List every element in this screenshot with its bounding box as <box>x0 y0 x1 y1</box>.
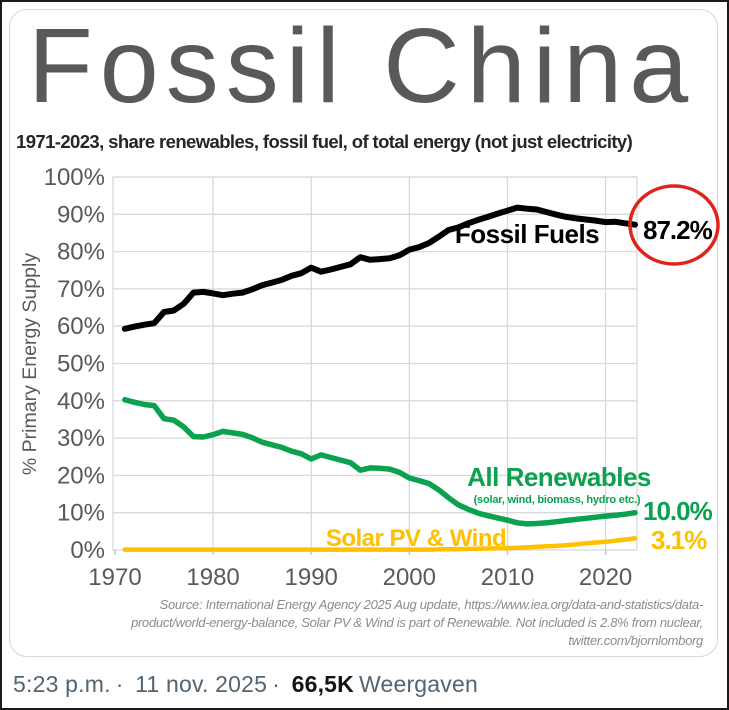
y-tick-label: 40% <box>57 388 105 415</box>
series-label: Solar PV & Wind <box>326 525 506 552</box>
y-tick-label: 70% <box>57 276 105 303</box>
all-renewables-line <box>122 396 638 527</box>
views-count: 66,5K <box>291 671 354 697</box>
x-tick-label: 1990 <box>285 564 338 591</box>
fossil-fuels-line <box>121 204 638 332</box>
y-tick-label: 0% <box>70 537 105 564</box>
x-tick-label: 1970 <box>88 564 141 591</box>
tweet-timestamp: 5:23 p.m. <box>13 671 111 697</box>
y-axis-title: % Primary Energy Supply <box>19 253 41 475</box>
end-value-label: 3.1% <box>651 525 707 555</box>
tweet-date: 11 nov. 2025 <box>135 671 268 697</box>
y-tick-label: 50% <box>57 351 105 378</box>
solar-pv-wind-line <box>122 536 638 552</box>
x-tick-label: 1980 <box>186 564 239 591</box>
series-label: Fossil Fuels <box>455 219 599 249</box>
highlight-circle <box>628 184 720 266</box>
tweet-meta-row: 5:23 p.m. · 11 nov. 2025 · 66,5K Weergaven <box>13 671 483 698</box>
source-line-3: twitter.com/bjornlomborg <box>568 633 703 648</box>
y-tick-label: 10% <box>57 500 105 527</box>
views-label: Weergaven <box>358 671 478 697</box>
x-tick-label: 2000 <box>383 564 436 591</box>
y-tick-label: 20% <box>57 462 105 489</box>
series-sublabel: (solar, wind, biomass, hydro etc.) <box>474 494 641 506</box>
x-tick-label: 2020 <box>579 564 632 591</box>
meta-separator: · <box>272 671 280 697</box>
meta-separator: · <box>115 671 124 697</box>
y-tick-label: 30% <box>57 425 105 452</box>
y-tick-label: 80% <box>57 239 105 266</box>
source-line-2: product/world-energy-balance, Solar PV &… <box>131 615 703 630</box>
chart-title: Fossil China <box>28 7 696 125</box>
end-value-label: 10.0% <box>643 496 713 526</box>
source-note: Source: International Energy Agency 2025… <box>131 596 703 650</box>
y-tick-label: 90% <box>57 201 105 228</box>
series-label: All Renewables <box>467 462 651 492</box>
chart-subtitle: 1971-2023, share renewables, fossil fuel… <box>16 131 633 152</box>
y-tick-label: 60% <box>57 313 105 340</box>
source-line-1: Source: International Energy Agency 2025… <box>159 597 704 612</box>
y-tick-label: 100% <box>44 164 105 191</box>
end-value-label: 87.2% <box>643 215 713 245</box>
x-tick-label: 2010 <box>481 564 534 591</box>
